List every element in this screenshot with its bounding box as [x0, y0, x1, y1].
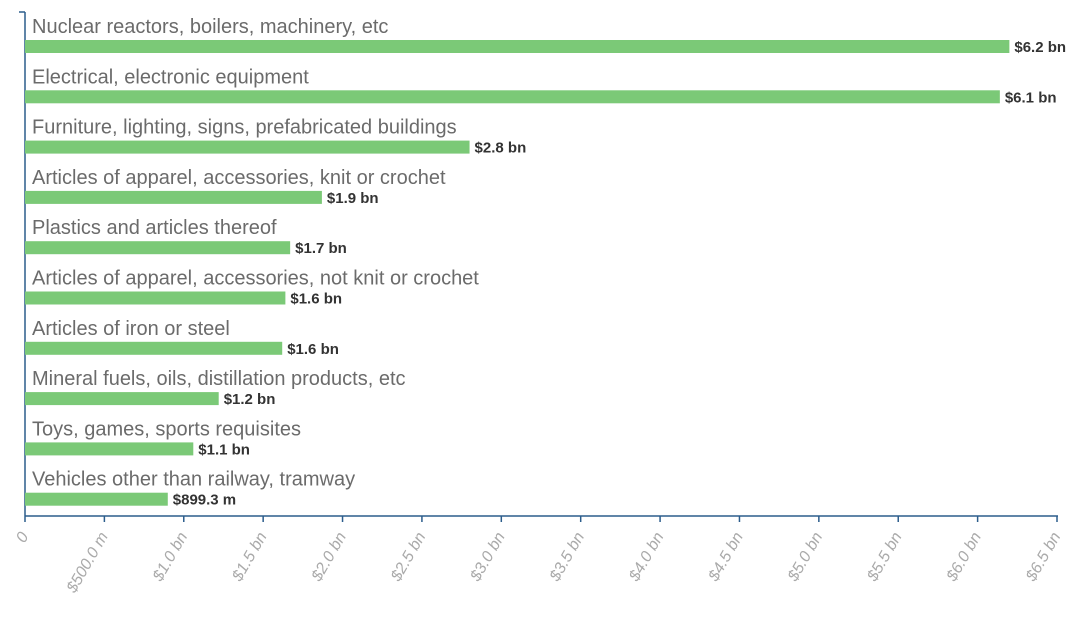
category-label: Plastics and articles thereof	[32, 217, 277, 239]
bar	[25, 341, 283, 355]
x-tick-label: $6.0 bn	[943, 529, 985, 585]
x-tick-label: $500.0 m	[63, 530, 112, 597]
bar	[25, 190, 322, 204]
value-label: $899.3 m	[173, 492, 236, 509]
category-label: Nuclear reactors, boilers, machinery, et…	[32, 16, 388, 38]
value-label: $1.6 bn	[290, 291, 342, 308]
value-label: $6.2 bn	[1014, 39, 1066, 56]
category-label: Articles of iron or steel	[32, 318, 230, 340]
x-tick-label: $2.5 bn	[387, 529, 429, 585]
x-tick-label: $3.0 bn	[467, 529, 509, 585]
value-label: $1.6 bn	[287, 341, 339, 358]
value-label: $1.2 bn	[224, 391, 276, 408]
value-label: $1.7 bn	[295, 240, 347, 257]
category-label: Toys, games, sports requisites	[32, 418, 301, 440]
category-label: Furniture, lighting, signs, prefabricate…	[32, 117, 457, 139]
category-label: Articles of apparel, accessories, knit o…	[32, 167, 446, 189]
bar	[25, 442, 194, 456]
bar	[25, 90, 1000, 104]
bar	[25, 241, 291, 255]
category-label: Vehicles other than railway, tramway	[32, 469, 355, 491]
x-tick-label: $3.5 bn	[546, 529, 588, 585]
bar	[25, 40, 1010, 53]
x-tick-label: $4.5 bn	[705, 529, 747, 585]
x-tick-label: $1.0 bn	[149, 529, 191, 585]
value-label: $6.1 bn	[1005, 89, 1057, 106]
bar	[25, 291, 286, 305]
x-tick-label: $2.0 bn	[308, 529, 350, 585]
category-label: Electrical, electronic equipment	[32, 66, 309, 88]
category-label: Mineral fuels, oils, distillation produc…	[32, 368, 406, 390]
bar	[25, 140, 470, 154]
bar	[25, 492, 168, 506]
value-label: $2.8 bn	[475, 140, 527, 157]
x-tick-label: $6.5 bn	[1023, 529, 1065, 585]
x-tick-label: $5.0 bn	[784, 529, 826, 585]
bar	[25, 392, 219, 406]
value-label: $1.1 bn	[198, 441, 250, 458]
value-label: $1.9 bn	[327, 190, 379, 207]
x-tick-label: 0	[13, 529, 32, 545]
category-label: Articles of apparel, accessories, not kn…	[32, 268, 479, 290]
x-tick-label: $5.5 bn	[864, 529, 906, 585]
x-tick-label: $1.5 bn	[229, 529, 271, 585]
x-tick-label: $4.0 bn	[626, 529, 668, 585]
